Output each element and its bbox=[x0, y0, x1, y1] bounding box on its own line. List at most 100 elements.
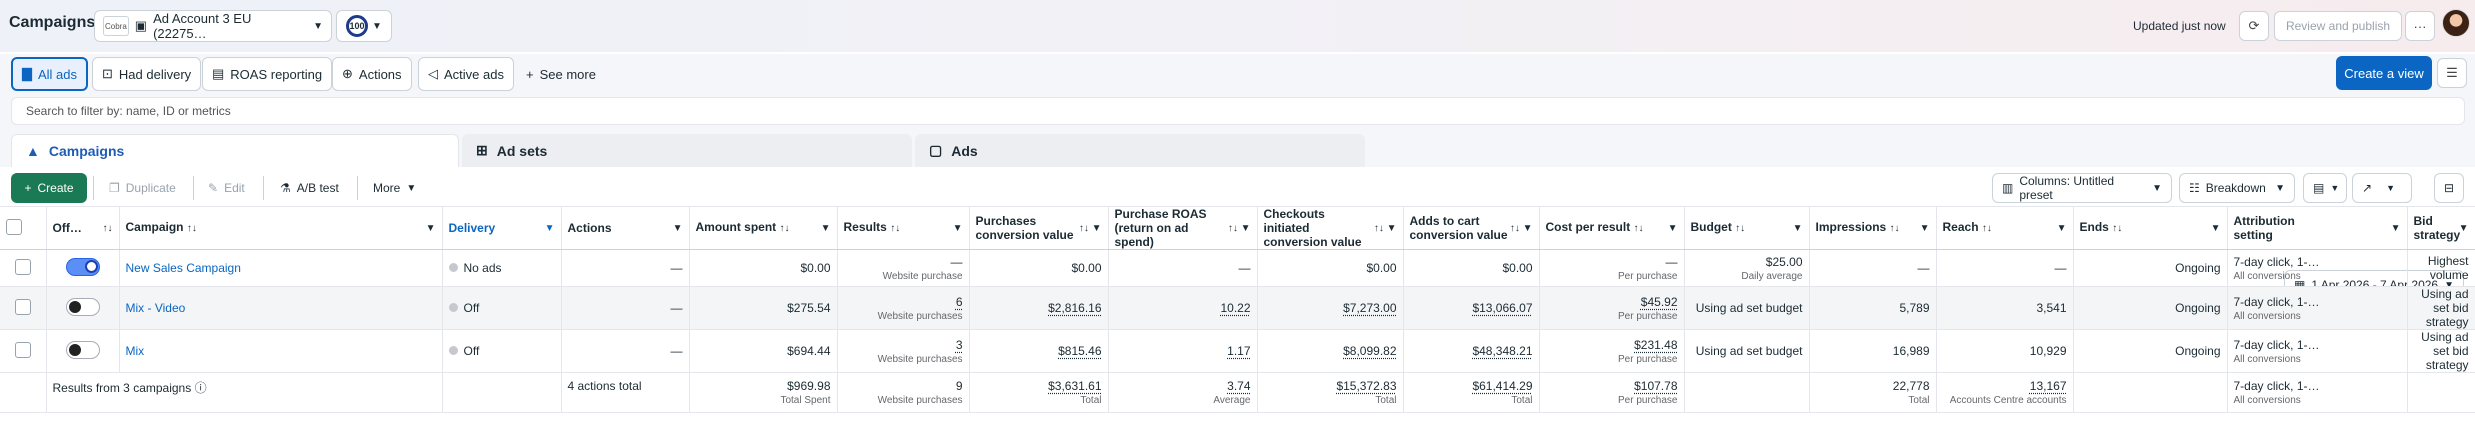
on-off-toggle[interactable] bbox=[65, 340, 100, 359]
more-button[interactable]: More ▼ bbox=[363, 173, 426, 203]
col-header-off[interactable]: Off… ↑↓ bbox=[46, 207, 120, 250]
checkouts-value[interactable]: $7,273.00 bbox=[1343, 301, 1397, 315]
row-checkbox[interactable] bbox=[14, 258, 31, 275]
tab-campaigns[interactable]: ▲ Campaigns bbox=[11, 134, 459, 167]
view-active-ads[interactable]: ◁ Active ads bbox=[418, 57, 514, 91]
col-header-purchases-value[interactable]: Purchases conversion value ↑↓ ▼ bbox=[969, 207, 1109, 250]
sort-icon[interactable]: ↑↓ ▼ bbox=[1227, 223, 1251, 234]
account-score-button[interactable]: 100 ▼ bbox=[336, 10, 392, 42]
results-value[interactable]: 3 bbox=[955, 337, 963, 352]
view-actions[interactable]: ⊕ Actions bbox=[332, 57, 412, 91]
col-header-cost-per-result[interactable]: Cost per result ↑↓ ▼ bbox=[1539, 207, 1685, 250]
account-selector[interactable]: Cobra ▣ Ad Account 3 EU (22275… ▼ bbox=[94, 10, 332, 42]
campaign-name[interactable]: New Sales Campaign bbox=[125, 261, 241, 275]
expand-button[interactable]: ⊟ bbox=[2434, 173, 2464, 203]
on-off-toggle[interactable] bbox=[65, 257, 100, 276]
checkouts-value[interactable]: $8,099.82 bbox=[1343, 344, 1397, 358]
col-header-amount-spent[interactable]: Amount spent ↑↓ ▼ bbox=[689, 207, 838, 250]
avatar[interactable] bbox=[2442, 9, 2470, 37]
sort-icon[interactable]: ↑↓ bbox=[1889, 223, 1900, 234]
chevron-down-icon[interactable]: ▼ bbox=[425, 223, 436, 234]
row-checkbox[interactable] bbox=[14, 341, 31, 358]
sort-icon[interactable]: ↑↓ bbox=[102, 223, 113, 234]
col-header-results[interactable]: Results ↑↓ ▼ bbox=[837, 207, 970, 250]
chevron-down-icon[interactable]: ▼ bbox=[952, 223, 963, 234]
row-checkbox[interactable] bbox=[14, 298, 31, 315]
sort-icon[interactable]: ↑↓ bbox=[186, 223, 197, 234]
refresh-button[interactable]: ⟳ bbox=[2239, 11, 2269, 41]
row-select[interactable] bbox=[0, 249, 47, 287]
col-header-reach[interactable]: Reach ↑↓ ▼ bbox=[1936, 207, 2074, 250]
on-off-toggle[interactable] bbox=[65, 297, 100, 316]
total-value[interactable]: $3,631.61 bbox=[1048, 379, 1102, 393]
select-all-checkbox[interactable] bbox=[6, 218, 22, 235]
cpr-value[interactable]: $231.48 bbox=[1634, 337, 1678, 352]
chevron-down-icon[interactable]: ▼ bbox=[2458, 223, 2469, 234]
roas-value[interactable]: 1.17 bbox=[1227, 344, 1251, 358]
total-value[interactable]: $15,372.83 bbox=[1336, 379, 1397, 393]
roas-value[interactable]: 10.22 bbox=[1220, 301, 1251, 315]
total-value[interactable]: $107.78 bbox=[1634, 379, 1678, 393]
sort-icon[interactable]: ↑↓ bbox=[1735, 223, 1746, 234]
row-select[interactable] bbox=[0, 286, 47, 330]
select-all-header[interactable] bbox=[0, 207, 47, 250]
chevron-down-icon[interactable]: ▼ bbox=[2390, 223, 2401, 234]
tab-ad-sets[interactable]: ⊞ Ad sets bbox=[462, 134, 912, 167]
campaign-name-cell[interactable]: Mix bbox=[119, 329, 443, 373]
sort-icon[interactable]: ↑↓ bbox=[1981, 223, 1992, 234]
campaign-name[interactable]: Mix bbox=[125, 344, 145, 358]
chevron-down-icon[interactable]: ▼ bbox=[1667, 223, 1678, 234]
purchases-value[interactable]: $2,816.16 bbox=[1048, 301, 1102, 315]
table-row[interactable]: Mix Off — $694.44 3 Website purchases $81… bbox=[0, 329, 2475, 373]
col-header-ends[interactable]: Ends ↑↓ ▼ bbox=[2073, 207, 2228, 250]
campaign-name-cell[interactable]: Mix - Video bbox=[119, 286, 443, 330]
edit-button[interactable]: ✎ Edit bbox=[198, 173, 255, 203]
info-icon[interactable]: ⓘ bbox=[194, 381, 207, 395]
total-value[interactable]: 3.74 bbox=[1227, 379, 1251, 393]
results-value[interactable]: 6 bbox=[955, 294, 963, 309]
col-header-impressions[interactable]: Impressions ↑↓ ▼ bbox=[1809, 207, 1937, 250]
adds-to-cart-value[interactable]: $13,066.07 bbox=[1472, 301, 1533, 315]
col-header-attribution[interactable]: Attribution setting ▼ bbox=[2227, 207, 2408, 250]
sort-icon[interactable]: ↑↓ ▼ bbox=[1078, 223, 1102, 234]
sort-icon[interactable]: ↑↓ ▼ bbox=[1509, 223, 1533, 234]
campaign-name[interactable]: Mix - Video bbox=[125, 301, 186, 315]
chevron-down-icon[interactable]: ▼ bbox=[2056, 223, 2067, 234]
sort-icon[interactable]: ↑↓ bbox=[890, 223, 901, 234]
col-header-checkouts[interactable]: Checkouts initiated conversion value ↑↓ ▼ bbox=[1257, 207, 1404, 250]
reports-button[interactable]: ▤ ▼ bbox=[2303, 173, 2347, 203]
settings-button[interactable]: ☰ bbox=[2437, 58, 2467, 88]
col-header-campaign[interactable]: Campaign ↑↓ ▼ bbox=[119, 207, 443, 250]
col-header-bid-strategy[interactable]: Bid strategy ▼ bbox=[2407, 207, 2475, 250]
see-more-button[interactable]: + See more bbox=[526, 67, 596, 82]
sort-icon[interactable]: ↑↓ ▼ bbox=[1373, 223, 1397, 234]
col-header-roas[interactable]: Purchase ROAS (return on ad spend) ↑↓ ▼ bbox=[1108, 207, 1258, 250]
create-view-button[interactable]: Create a view bbox=[2336, 56, 2432, 90]
chevron-down-icon[interactable]: ▼ bbox=[820, 223, 831, 234]
col-header-delivery[interactable]: Delivery ▼ bbox=[442, 207, 562, 250]
chevron-down-icon[interactable]: ▼ bbox=[2210, 223, 2221, 234]
table-row[interactable]: New Sales Campaign No ads — $0.00 — Websi… bbox=[0, 249, 2475, 287]
col-header-budget[interactable]: Budget ↑↓ ▼ bbox=[1684, 207, 1810, 250]
chevron-down-icon[interactable]: ▼ bbox=[544, 223, 555, 234]
row-toggle-cell[interactable] bbox=[46, 249, 120, 287]
col-header-actions[interactable]: Actions ▼ bbox=[561, 207, 690, 250]
col-header-adds-to-cart[interactable]: Adds to cart conversion value ↑↓ ▼ bbox=[1403, 207, 1540, 250]
duplicate-button[interactable]: ❐ Duplicate bbox=[99, 173, 186, 203]
row-select[interactable] bbox=[0, 329, 47, 373]
columns-button[interactable]: ▥ Columns: Untitled preset ▼ bbox=[1992, 173, 2172, 203]
tab-ads[interactable]: ▢ Ads bbox=[915, 134, 1365, 167]
sort-icon[interactable]: ↑↓ bbox=[1633, 223, 1644, 234]
search-input[interactable]: Search to filter by: name, ID or metrics bbox=[11, 97, 2465, 125]
view-all-ads[interactable]: ▇ All ads bbox=[11, 57, 89, 91]
cpr-value[interactable]: $45.92 bbox=[1640, 294, 1678, 309]
view-roas-reporting[interactable]: ▤ ROAS reporting bbox=[202, 57, 333, 91]
breakdown-button[interactable]: ☷ Breakdown ▼ bbox=[2179, 173, 2295, 203]
total-value[interactable]: 13,167 bbox=[2029, 379, 2067, 393]
chevron-down-icon[interactable]: ▼ bbox=[672, 223, 683, 234]
more-options-button[interactable]: ··· bbox=[2405, 11, 2435, 41]
review-publish-button[interactable]: Review and publish bbox=[2274, 11, 2402, 41]
chevron-down-icon[interactable]: ▼ bbox=[1792, 223, 1803, 234]
sort-icon[interactable]: ↑↓ bbox=[2112, 223, 2123, 234]
total-value[interactable]: $61,414.29 bbox=[1472, 379, 1533, 393]
